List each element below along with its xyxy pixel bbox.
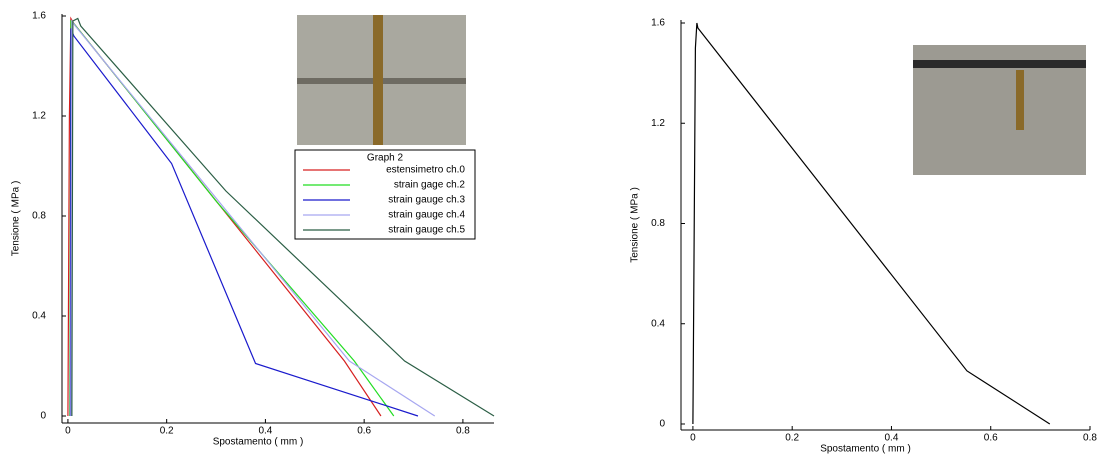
x-tick-label: 0.8	[1083, 433, 1097, 444]
y-tick-label: 0.8	[651, 218, 665, 229]
data-line	[71, 17, 495, 417]
y-tick-label: 0.4	[32, 311, 46, 322]
legend-label: strain gauge ch.4	[388, 210, 465, 221]
x-tick-label: 0.8	[456, 426, 470, 437]
data-line	[69, 28, 419, 417]
y-tick-label: 0	[659, 419, 665, 430]
x-axis-label: Spostamento ( mm )	[213, 437, 304, 448]
photo	[913, 45, 1086, 175]
x-tick-label: 0	[65, 426, 71, 437]
x-tick-label: 0	[690, 433, 696, 444]
legend-label: estensimetro ch.0	[386, 165, 465, 176]
data-line	[70, 19, 436, 417]
legend-box	[294, 149, 476, 240]
y-tick-label: 1.2	[651, 118, 665, 129]
y-axis-label: Tensione ( MPa )	[630, 187, 641, 263]
legend-title: Graph 2	[367, 153, 404, 164]
legend-label: strain gauge ch.5	[388, 225, 465, 236]
y-tick-label: 0.8	[32, 211, 46, 222]
x-tick-label: 0.4	[885, 433, 899, 444]
x-tick-label: 0.6	[357, 426, 371, 437]
y-tick-label: 1.2	[32, 111, 46, 122]
x-tick-label: 0.2	[785, 433, 799, 444]
y-axis-label: Tensione ( MPa )	[11, 181, 22, 257]
x-tick-label: 0.2	[160, 426, 174, 437]
x-axis-label: Spostamento ( mm )	[820, 444, 911, 455]
legend-label: strain gage ch.2	[394, 180, 466, 191]
y-tick-label: 0.4	[651, 318, 665, 329]
x-tick-label: 0.6	[984, 433, 998, 444]
data-line	[692, 22, 1051, 425]
legend-label: strain gauge ch.3	[388, 195, 465, 206]
y-tick-label: 1.6	[651, 18, 665, 29]
y-tick-label: 0	[40, 411, 46, 422]
y-tick-label: 1.6	[32, 11, 46, 22]
x-tick-label: 0.4	[258, 426, 272, 437]
photo	[297, 15, 466, 145]
